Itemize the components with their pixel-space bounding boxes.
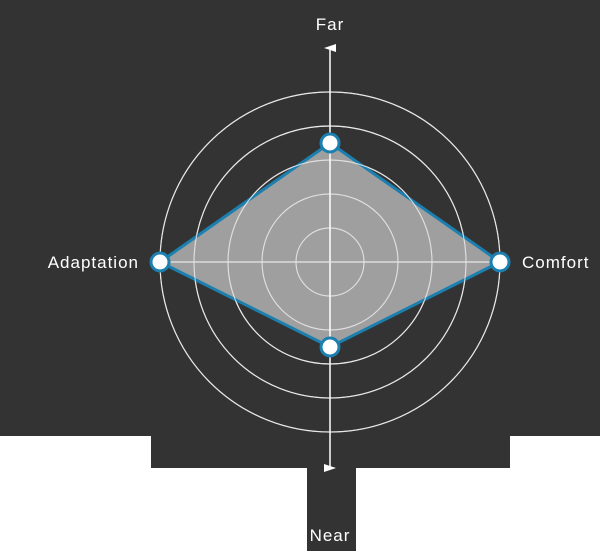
data-point-near bbox=[319, 336, 341, 358]
data-point-adaptation bbox=[149, 251, 171, 273]
radar-markers bbox=[149, 132, 511, 358]
axis-label-far: Far bbox=[316, 15, 345, 34]
axis-labels: Far Comfort Near Adaptation bbox=[48, 15, 589, 545]
data-point-comfort bbox=[489, 251, 511, 273]
axis-label-comfort: Comfort bbox=[522, 253, 589, 272]
axis-label-near: Near bbox=[310, 526, 351, 545]
data-point-far bbox=[319, 132, 341, 154]
axis-label-adaptation: Adaptation bbox=[48, 253, 139, 272]
radar-axes bbox=[160, 44, 500, 472]
